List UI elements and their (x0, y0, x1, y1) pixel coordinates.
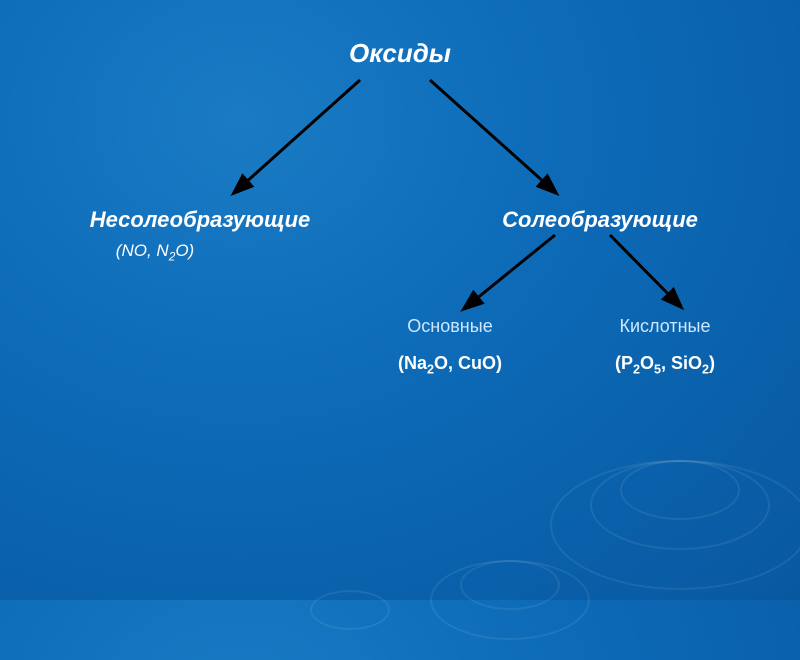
tree-arrows (0, 0, 800, 600)
diagram-content: Оксиды Несолеобразующие (NO, N2O) Солеоб… (0, 0, 800, 600)
